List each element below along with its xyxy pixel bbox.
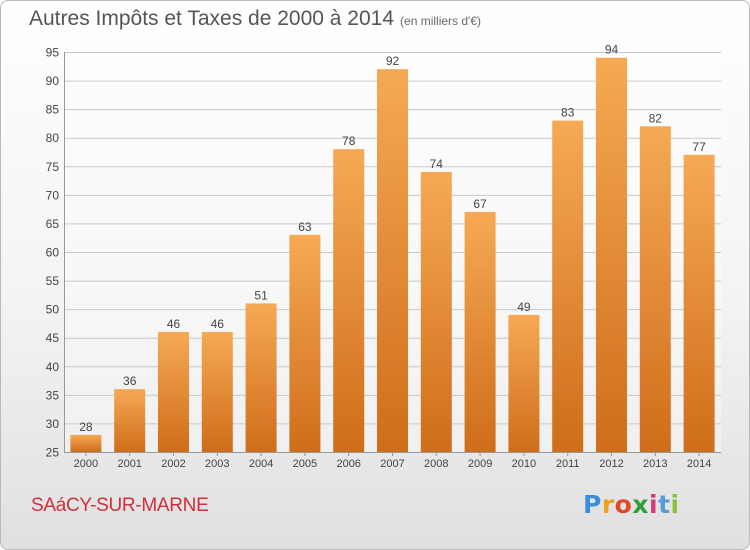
y-tick-label: 70 [46,188,60,202]
x-tick-label: 2013 [643,458,667,470]
data-label: 63 [298,220,312,234]
y-tick-label: 55 [46,274,60,288]
x-tick-label: 2008 [424,458,448,470]
bar [683,154,715,452]
x-tick-label: 2007 [380,458,404,470]
data-label: 74 [430,157,444,171]
bar [508,314,540,452]
bar [245,303,277,452]
y-tick-label: 65 [46,217,60,231]
y-tick-label: 85 [46,103,60,117]
bar [114,389,146,452]
y-tick-label: 35 [46,388,60,402]
data-label: 49 [517,300,531,314]
data-label: 83 [561,106,575,120]
bar [333,149,365,452]
data-label: 77 [692,140,706,154]
bar [289,234,321,452]
x-tick-label: 2011 [556,458,580,470]
data-label: 92 [386,54,400,68]
proxiti-logo: Proxiti [583,490,680,519]
commune-name: SAáCY-SUR-MARNE [31,495,209,516]
x-tick-label: 2012 [599,458,623,470]
bar [464,212,496,452]
x-tick-label: 2004 [249,458,273,470]
x-tick-label: 2009 [468,458,492,470]
bar [552,120,584,453]
x-tick-label: 2014 [687,458,711,470]
y-tick-label: 75 [46,160,60,174]
data-label: 51 [254,288,268,302]
y-tick-label: 50 [46,303,60,317]
chart-title: Autres Impôts et Taxes de 2000 à 2014 (en… [29,7,481,31]
chart-unit: (en milliers d'€) [400,14,482,28]
y-tick-label: 60 [46,246,60,260]
chart-title-text: Autres Impôts et Taxes de 2000 à 2014 [29,7,395,30]
bar [377,69,408,453]
x-tick-label: 2006 [336,458,360,470]
logo-letter: P [583,490,602,519]
y-tick-label: 30 [46,417,60,431]
data-label: 78 [342,134,356,148]
bar [201,332,233,452]
y-tick-label: 45 [46,331,60,345]
data-label: 82 [649,111,663,125]
x-tick-label: 2001 [117,458,141,470]
logo-letter: r [601,490,615,519]
x-tick-label: 2005 [293,458,317,470]
data-label: 67 [473,197,487,211]
logo-letter: i [649,490,659,519]
logo-letter: i [670,490,680,519]
y-tick-label: 25 [46,446,60,460]
bar [639,126,671,453]
x-tick-label: 2003 [205,458,229,470]
data-label: 36 [123,374,137,388]
y-tick-label: 40 [46,360,60,374]
y-tick-label: 95 [46,46,60,60]
data-label: 46 [167,317,181,331]
bar [70,434,102,452]
bar [158,332,189,452]
data-label: 46 [211,317,225,331]
y-tick-label: 80 [46,131,60,145]
logo-letter: t [658,490,671,519]
x-tick-label: 2002 [161,458,185,470]
data-label: 94 [605,43,619,57]
bar [420,172,452,452]
data-label: 28 [79,420,93,434]
logo-letter: x [632,490,649,519]
x-tick-label: 2000 [74,458,98,470]
y-tick-label: 90 [46,74,60,88]
x-tick-label: 2010 [512,458,536,470]
logo-letter: o [614,490,633,519]
bar [596,57,627,452]
